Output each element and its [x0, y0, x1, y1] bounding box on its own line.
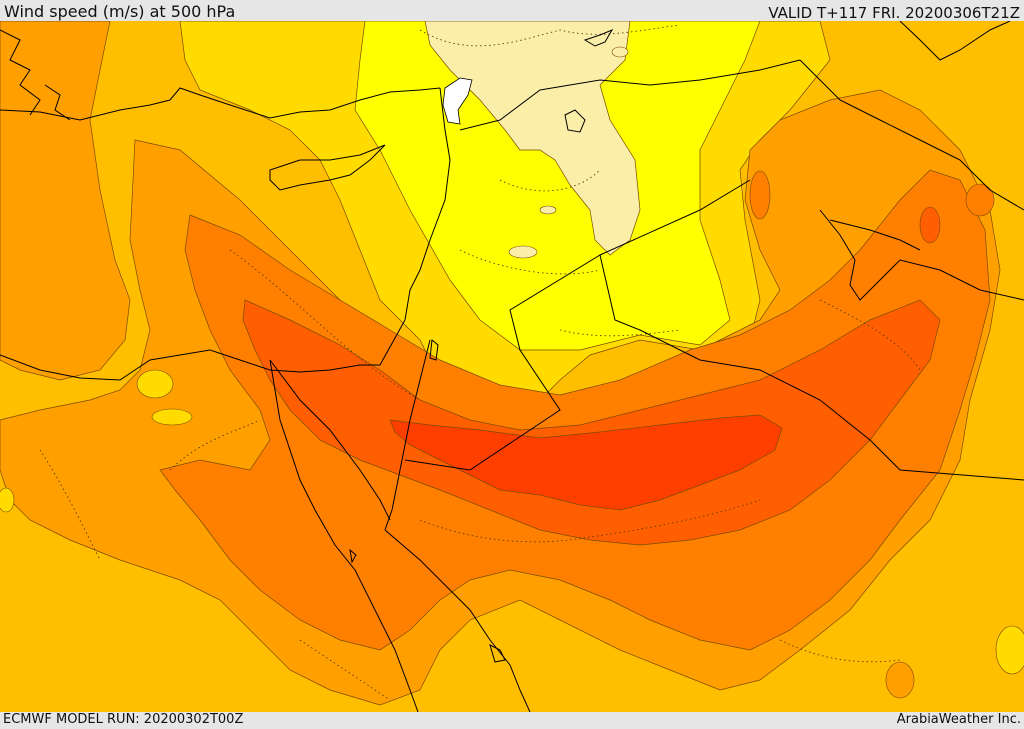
wind-cell — [749, 170, 771, 220]
map-title: Wind speed (m/s) at 500 hPa — [4, 2, 236, 21]
wind-cell — [919, 206, 941, 244]
wind-cell — [136, 369, 174, 399]
wind-cell — [151, 408, 193, 426]
map-header: Wind speed (m/s) at 500 hPa VALID T+117 … — [0, 0, 1024, 22]
dotted-contours — [39, 24, 921, 701]
credit-label: ArabiaWeather Inc. — [896, 712, 1021, 727]
model-run-label: ECMWF MODEL RUN: 20200302T00Z — [3, 712, 244, 727]
wind-cell — [539, 205, 557, 215]
map-footer: ECMWF MODEL RUN: 20200302T00Z ArabiaWeat… — [0, 712, 1024, 729]
wind-band-30-35 — [159, 169, 991, 651]
valid-time-label: VALID T+117 FRI. 20200306T21Z — [768, 4, 1020, 22]
land-patch — [442, 77, 473, 125]
wind-band-lt-10 — [424, 21, 641, 256]
wind-cell — [995, 625, 1024, 675]
wind-cell — [885, 661, 915, 699]
wind-cell — [508, 245, 538, 259]
coastlines — [0, 21, 1024, 712]
wind-speed-map — [0, 21, 1024, 712]
wind-cell — [0, 487, 15, 513]
wind-cell — [965, 183, 995, 217]
wind-cell — [611, 46, 629, 58]
